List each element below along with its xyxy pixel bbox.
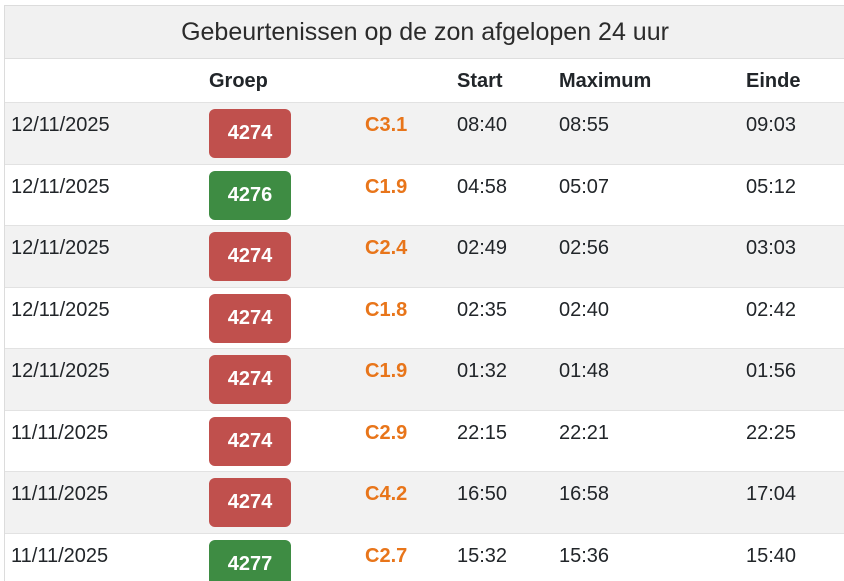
event-end-time: 15:40	[746, 545, 796, 568]
table-row[interactable]: 12/11/2025 4274 C1.8 02:35 02:40 02:42	[5, 288, 844, 350]
sunspot-group-badge[interactable]: 4277	[209, 540, 291, 581]
event-end-time: 02:42	[746, 299, 796, 322]
flare-class: C2.4	[365, 237, 407, 260]
flare-class: C4.2	[365, 483, 407, 506]
col-header-maximum: Maximum	[559, 70, 651, 93]
event-end-time: 17:04	[746, 483, 796, 506]
sunspot-group-badge[interactable]: 4274	[209, 232, 291, 281]
sunspot-group-badge[interactable]: 4274	[209, 478, 291, 527]
event-maximum-time: 15:36	[559, 545, 609, 568]
event-date: 12/11/2025	[11, 176, 110, 199]
solar-events-panel: Gebeurtenissen op de zon afgelopen 24 uu…	[4, 5, 844, 581]
col-header-end: Einde	[746, 70, 800, 93]
table-row[interactable]: 12/11/2025 4274 C2.4 02:49 02:56 03:03	[5, 226, 844, 288]
flare-class: C2.9	[365, 422, 407, 445]
event-date: 11/11/2025	[11, 422, 108, 445]
event-date: 12/11/2025	[11, 237, 110, 260]
event-start-time: 02:49	[457, 237, 507, 260]
sunspot-group-badge[interactable]: 4274	[209, 294, 291, 343]
event-date: 12/11/2025	[11, 360, 110, 383]
event-date: 12/11/2025	[11, 299, 110, 322]
event-end-time: 09:03	[746, 114, 796, 137]
event-date: 11/11/2025	[11, 483, 108, 506]
event-maximum-time: 02:56	[559, 237, 609, 260]
event-end-time: 01:56	[746, 360, 796, 383]
flare-class: C1.9	[365, 176, 407, 199]
sunspot-group-badge[interactable]: 4274	[209, 109, 291, 158]
table-row[interactable]: 11/11/2025 4274 C2.9 22:15 22:21 22:25	[5, 411, 844, 473]
event-start-time: 22:15	[457, 422, 507, 445]
table-row[interactable]: 12/11/2025 4276 C1.9 04:58 05:07 05:12	[5, 165, 844, 227]
flare-class: C3.1	[365, 114, 407, 137]
panel-title: Gebeurtenissen op de zon afgelopen 24 uu…	[5, 6, 844, 59]
event-start-time: 04:58	[457, 176, 507, 199]
col-header-start: Start	[457, 70, 503, 93]
event-maximum-time: 05:07	[559, 176, 609, 199]
sunspot-group-badge[interactable]: 4274	[209, 355, 291, 404]
event-start-time: 16:50	[457, 483, 507, 506]
event-maximum-time: 16:58	[559, 483, 609, 506]
event-end-time: 22:25	[746, 422, 796, 445]
event-maximum-time: 22:21	[559, 422, 609, 445]
col-header-group: Groep	[209, 70, 268, 93]
flare-class: C1.9	[365, 360, 407, 383]
table-row[interactable]: 12/11/2025 4274 C3.1 08:40 08:55 09:03	[5, 103, 844, 165]
event-end-time: 05:12	[746, 176, 796, 199]
event-maximum-time: 02:40	[559, 299, 609, 322]
event-end-time: 03:03	[746, 237, 796, 260]
table-row[interactable]: 11/11/2025 4277 C2.7 15:32 15:36 15:40	[5, 534, 844, 581]
event-start-time: 02:35	[457, 299, 507, 322]
flare-class: C1.8	[365, 299, 407, 322]
flare-class: C2.7	[365, 545, 407, 568]
table-header: Groep Start Maximum Einde	[5, 59, 844, 103]
table-row[interactable]: 11/11/2025 4274 C4.2 16:50 16:58 17:04	[5, 472, 844, 534]
event-start-time: 15:32	[457, 545, 507, 568]
event-date: 12/11/2025	[11, 114, 110, 137]
sunspot-group-badge[interactable]: 4274	[209, 417, 291, 466]
event-start-time: 08:40	[457, 114, 507, 137]
event-maximum-time: 01:48	[559, 360, 609, 383]
table-row[interactable]: 12/11/2025 4274 C1.9 01:32 01:48 01:56	[5, 349, 844, 411]
event-start-time: 01:32	[457, 360, 507, 383]
event-date: 11/11/2025	[11, 545, 108, 568]
sunspot-group-badge[interactable]: 4276	[209, 171, 291, 220]
event-maximum-time: 08:55	[559, 114, 609, 137]
